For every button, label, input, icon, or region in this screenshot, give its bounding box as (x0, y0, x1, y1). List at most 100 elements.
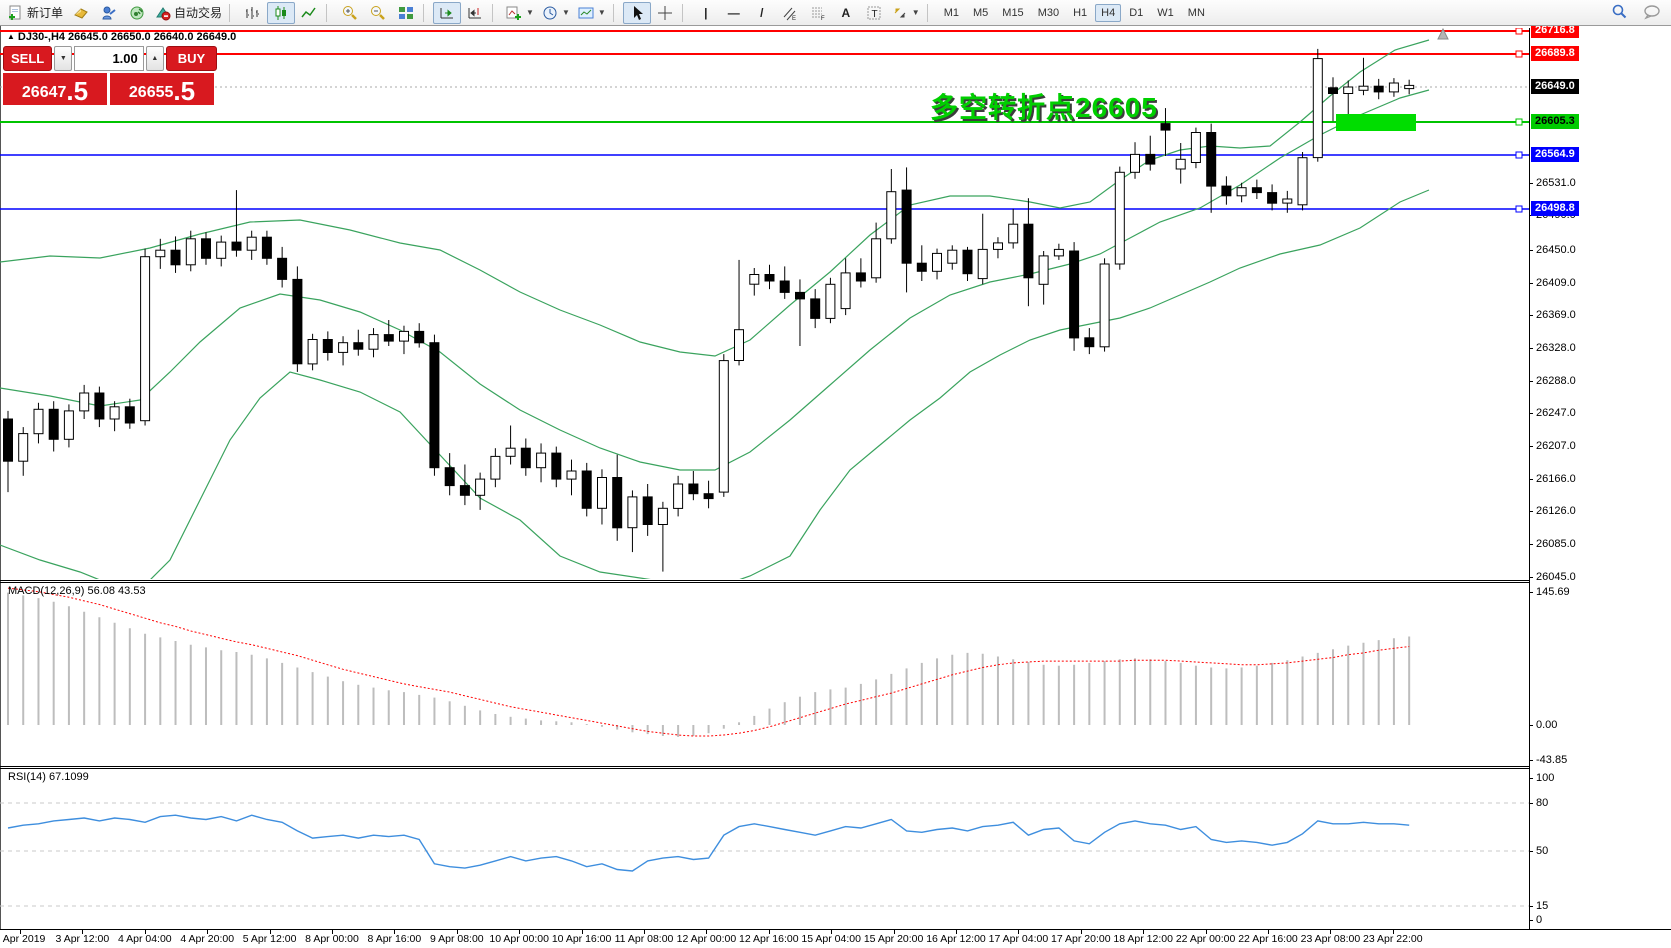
crosshair-icon (657, 5, 673, 21)
candle (490, 448, 501, 488)
tester-icon (101, 5, 117, 21)
time-tick-mark (1330, 930, 1332, 934)
cursor-icon (629, 5, 645, 21)
strategy-tester-button[interactable] (95, 2, 123, 24)
candle (581, 462, 592, 517)
volume-increase-button[interactable]: ▲ (145, 46, 164, 71)
candle (353, 329, 364, 356)
timeframe-m15[interactable]: M15 (1002, 6, 1024, 19)
macd-tick: 145.69 (1536, 586, 1570, 598)
time-tick-mark (269, 930, 271, 934)
candle (840, 258, 851, 316)
candle (140, 248, 151, 426)
candlestick-chart-button[interactable] (267, 1, 296, 24)
volume-decrease-button[interactable]: ▼ (54, 46, 73, 71)
time-tick-mark (332, 930, 333, 934)
line-chart-button[interactable] (295, 2, 323, 24)
vertical-line-tool[interactable]: | (692, 2, 720, 24)
line-anchor[interactable] (1515, 151, 1523, 159)
periods-button[interactable]: ▼ (538, 2, 574, 24)
time-label: 10 Apr 00:00 (489, 933, 549, 945)
new-order-button[interactable]: 新订单 (4, 2, 67, 24)
tile-windows-button[interactable] (392, 2, 420, 24)
svg-text:T: T (871, 9, 877, 20)
price-axis[interactable]: 26531.026490.026450.026409.026369.026328… (1529, 23, 1671, 929)
timeframe-h4[interactable]: H4 (1095, 3, 1122, 22)
timeframe-w1[interactable]: W1 (1157, 6, 1174, 19)
arrow-marker[interactable] (1437, 28, 1449, 40)
text-tool[interactable]: A (832, 2, 860, 24)
cursor-tool-button[interactable] (622, 1, 651, 24)
crosshair-tool-button[interactable] (651, 2, 679, 24)
templates-button[interactable]: ▼ (574, 2, 610, 24)
signals-button[interactable] (123, 2, 151, 24)
panel-separator (0, 582, 1671, 583)
panel-separator (0, 768, 1671, 769)
auto-scroll-button[interactable] (433, 1, 462, 24)
search-icon[interactable] (1611, 3, 1629, 21)
rsi-tick-mark (1529, 778, 1533, 779)
horizontal-line-tool[interactable]: — (720, 2, 748, 24)
green-zone-rectangle[interactable] (1336, 114, 1416, 131)
macd-tick: -43.85 (1536, 754, 1568, 766)
candle (1221, 176, 1232, 205)
time-tick-mark (1392, 930, 1394, 934)
signal-icon (129, 5, 145, 21)
candle (566, 459, 577, 496)
fibonacci-tool[interactable]: F (804, 2, 832, 24)
candle (779, 266, 790, 299)
bollinger-middle-band (0, 89, 1430, 471)
rsi-tick: 100 (1536, 772, 1555, 784)
toolbar-separator (229, 3, 235, 22)
timeframe-mn[interactable]: MN (1187, 6, 1205, 19)
timeframe-m5[interactable]: M5 (973, 6, 989, 19)
collapse-triangle-icon[interactable]: ▲ (7, 32, 15, 41)
timeframe-m30[interactable]: M30 (1037, 6, 1060, 19)
candle (185, 230, 196, 272)
chart-canvas[interactable] (0, 28, 1529, 929)
timeframe-h1[interactable]: H1 (1073, 6, 1088, 19)
price-badge-26716.8: 26716.8 (1531, 23, 1579, 38)
toolbar-separator (612, 3, 619, 22)
sell-price[interactable]: 26647.5 (3, 73, 107, 105)
candle (1114, 166, 1125, 270)
panel-separator[interactable] (0, 766, 1671, 767)
quotes-button[interactable] (67, 2, 95, 24)
sell-price-main: 26647 (21, 84, 67, 101)
candle (947, 245, 958, 270)
time-label: 12 Apr 00:00 (676, 933, 737, 945)
candle (109, 401, 120, 432)
line-anchor[interactable] (1515, 28, 1523, 35)
timeframe-d1[interactable]: D1 (1129, 6, 1144, 19)
chat-icon[interactable] (1643, 3, 1663, 21)
text-label-tool[interactable]: T (860, 2, 888, 24)
timeframe-m1[interactable]: M1 (943, 6, 959, 19)
volume-input[interactable]: 1.00 (74, 46, 144, 71)
sell-button[interactable]: SELL (3, 46, 53, 71)
time-tick-mark (207, 930, 209, 934)
chart-shift-button[interactable] (461, 2, 489, 24)
indicators-button[interactable]: ▼ (502, 2, 538, 24)
buy-button[interactable]: BUY (165, 46, 218, 71)
channel-tool[interactable]: E (776, 2, 804, 24)
candle (673, 475, 684, 517)
candle (1008, 208, 1019, 249)
zoom-out-button[interactable] (364, 2, 392, 24)
price-tick: 26207.0 (1536, 440, 1576, 452)
line-anchor[interactable] (1515, 205, 1523, 213)
candle (536, 443, 547, 483)
horizontal-line-icon: — (727, 5, 740, 20)
time-tick-mark (20, 930, 21, 934)
line-anchor[interactable] (1515, 118, 1523, 126)
buy-price[interactable]: 26655.5 (110, 73, 214, 105)
bar-chart-button[interactable] (239, 2, 267, 24)
trendline-tool[interactable]: / (748, 2, 776, 24)
panel-separator[interactable] (0, 580, 1671, 581)
candle (383, 320, 394, 346)
time-axis[interactable]: 2 Apr 2019 3 Apr 12:00 4 Apr 04:00 4 Apr 20… (0, 929, 1671, 948)
arrows-tool[interactable]: ▼ (888, 2, 924, 24)
price-badge-26649.0: 26649.0 (1531, 79, 1579, 94)
autotrading-button[interactable]: 自动交易 (151, 2, 226, 24)
zoom-in-button[interactable] (336, 2, 364, 24)
line-anchor[interactable] (1515, 50, 1523, 58)
